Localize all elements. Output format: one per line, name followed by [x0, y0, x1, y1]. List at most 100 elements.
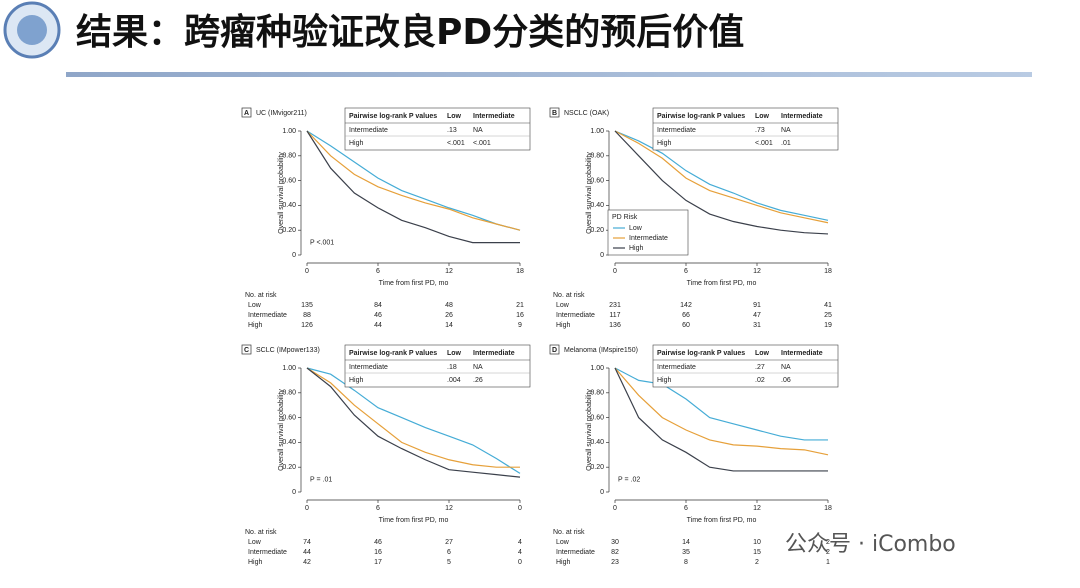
x-tick-label: 0: [305, 268, 309, 275]
pvalue-header: Intermediate: [781, 113, 823, 120]
risk-name: High: [248, 559, 263, 566]
risk-count: 82: [611, 549, 619, 556]
risk-name: Low: [556, 539, 570, 546]
pvalue-cell: NA: [781, 127, 791, 134]
risk-count: 14: [445, 322, 453, 329]
logo-inner: [17, 15, 47, 45]
y-tick-label: 0.40: [282, 439, 296, 446]
x-tick-label: 12: [445, 505, 453, 512]
x-tick-label: 6: [684, 505, 688, 512]
pvalue-cell: .06: [781, 377, 791, 384]
risk-count: 10: [753, 539, 761, 546]
legend-label: Intermediate: [629, 235, 668, 242]
x-axis-label: Time from first PD, mo: [379, 517, 449, 524]
panel-title: SCLC (IMpower133): [256, 347, 320, 354]
risk-count: 27: [445, 539, 453, 546]
panel-label: A: [244, 110, 249, 117]
y-tick-label: 0.80: [590, 153, 604, 160]
risk-count: 2: [826, 549, 830, 556]
pvalue-header: Pairwise log-rank P values: [657, 113, 745, 120]
survival-curve: [614, 367, 828, 472]
risk-count: 136: [609, 322, 621, 329]
survival-curve: [306, 130, 521, 231]
y-tick-label: 0: [292, 252, 296, 259]
pvalue-cell: <.001: [755, 140, 773, 147]
y-tick-label: 0.60: [282, 177, 296, 184]
x-axis-label: Time from first PD, mo: [379, 280, 449, 287]
legend-title: PD Risk: [612, 214, 638, 221]
legend-label: High: [629, 245, 644, 252]
risk-count: 5: [447, 559, 451, 566]
survival-curve: [306, 367, 521, 478]
survival-curve: [614, 367, 828, 441]
pvalue-cell: Intermediate: [349, 364, 388, 371]
pvalue-cell: .73: [755, 127, 765, 134]
x-tick-label: 6: [376, 505, 380, 512]
y-tick-label: 0.80: [282, 153, 296, 160]
pvalue-cell: .27: [755, 364, 765, 371]
panel-title: NSCLC (OAK): [564, 110, 609, 117]
risk-count: 14: [682, 539, 690, 546]
risk-count: 126: [301, 322, 313, 329]
risk-title: No. at risk: [245, 529, 277, 536]
risk-name: Intermediate: [248, 549, 287, 556]
pvalue-cell: Intermediate: [657, 127, 696, 134]
survival-curve: [306, 367, 521, 474]
risk-count: 60: [682, 322, 690, 329]
risk-count: 2: [826, 539, 830, 546]
x-tick-label: 0: [518, 505, 522, 512]
risk-name: Intermediate: [556, 312, 595, 319]
pvalue-cell: Intermediate: [349, 127, 388, 134]
pvalue-cell: .01: [781, 140, 791, 147]
pvalue-cell: NA: [473, 364, 483, 371]
risk-name: Low: [248, 539, 262, 546]
pvalue-header: Low: [755, 113, 770, 120]
x-tick-label: 0: [613, 268, 617, 275]
risk-count: 66: [682, 312, 690, 319]
risk-count: 44: [374, 322, 382, 329]
risk-count: 117: [609, 312, 620, 319]
y-axis-label: Overall survival probability: [586, 389, 593, 471]
y-axis-label: Overall survival probability: [278, 152, 285, 234]
divider: [66, 72, 1032, 77]
risk-count: 4: [518, 549, 522, 556]
x-tick-label: 12: [753, 505, 761, 512]
y-tick-label: 1.00: [590, 365, 604, 372]
risk-count: 74: [303, 539, 311, 546]
risk-count: 8: [684, 559, 688, 566]
risk-count: 44: [303, 549, 311, 556]
survival-curve: [614, 130, 829, 224]
pvalue-cell: NA: [781, 364, 791, 371]
risk-name: High: [556, 559, 571, 566]
pvalue-header: Pairwise log-rank P values: [349, 350, 437, 357]
risk-name: Intermediate: [556, 549, 595, 556]
y-tick-label: 0: [292, 489, 296, 496]
pvalue-header: Pairwise log-rank P values: [657, 350, 745, 357]
x-tick-label: 0: [305, 505, 309, 512]
risk-count: 4: [518, 539, 522, 546]
risk-count: 30: [611, 539, 619, 546]
pvalue-cell: .26: [473, 377, 483, 384]
x-tick-label: 18: [516, 268, 524, 275]
survival-curve: [306, 367, 520, 468]
survival-curve: [306, 130, 520, 244]
pvalue-cell: .13: [447, 127, 457, 134]
risk-name: Low: [248, 302, 262, 309]
pvalue-cell: High: [349, 140, 364, 147]
survival-curve: [614, 367, 829, 456]
y-tick-label: 0.60: [590, 177, 604, 184]
y-tick-label: 1.00: [590, 128, 604, 135]
annotation: P = .02: [618, 476, 640, 483]
risk-count: 84: [374, 302, 382, 309]
y-tick-label: 0.80: [590, 390, 604, 397]
panel-label: C: [244, 347, 249, 354]
pvalue-table: [344, 107, 531, 151]
pvalue-table: [652, 344, 839, 388]
y-tick-label: 0.20: [282, 464, 296, 471]
x-tick-label: 12: [753, 268, 761, 275]
x-tick-label: 6: [684, 268, 688, 275]
panel-label-box: [241, 344, 252, 355]
risk-count: 25: [824, 312, 832, 319]
risk-count: 46: [374, 539, 382, 546]
